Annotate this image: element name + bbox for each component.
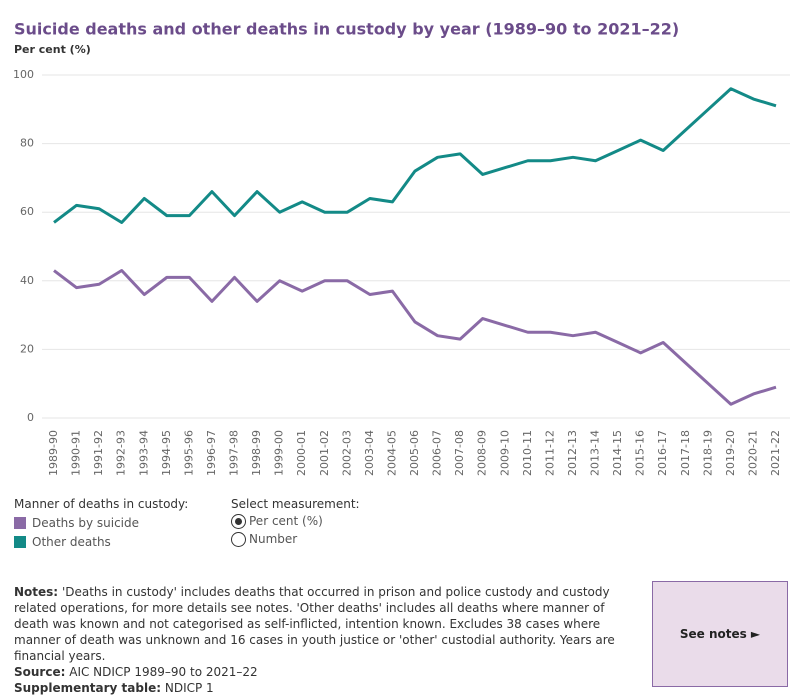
x-tick-label: 2010-11 [521, 430, 534, 476]
y-tick-label: 0 [27, 411, 34, 424]
x-tick-label: 2009-10 [498, 430, 511, 476]
x-tick-label: 2016-17 [656, 430, 669, 476]
x-tick-label: 2008-09 [476, 430, 489, 476]
x-tick-label: 1999-00 [273, 430, 286, 476]
radio-button[interactable] [231, 532, 246, 547]
x-tick-label: 1997-98 [228, 430, 241, 476]
x-tick-label: 2019-20 [724, 430, 737, 476]
x-tick-label: 2011-12 [543, 430, 556, 476]
notes: Notes: 'Deaths in custody' includes deat… [14, 584, 634, 696]
x-tick-label: 2003-04 [363, 430, 376, 476]
notes-label: Notes: [14, 585, 59, 599]
source-label: Source: [14, 665, 66, 679]
radio-button[interactable] [231, 514, 246, 529]
x-tick-label: 1996-97 [205, 430, 218, 476]
series-line [53, 87, 777, 224]
x-tick-label: 2000-01 [295, 430, 308, 476]
table-label: Supplementary table: [14, 681, 162, 695]
x-tick-label: 2017-18 [679, 430, 692, 476]
x-tick-label: 1991-92 [92, 430, 105, 476]
chart-subtitle: Per cent (%) [14, 43, 91, 56]
x-tick-label: 1989-90 [47, 430, 60, 476]
table-text: NDICP 1 [164, 681, 214, 695]
legend: Manner of deaths in custody: Deaths by s… [14, 497, 188, 549]
x-tick-label: 2018-19 [701, 430, 714, 476]
x-tick-label: 1992-93 [115, 430, 128, 476]
x-tick-label: 1998-99 [250, 430, 263, 476]
legend-label: Other deaths [32, 535, 111, 549]
x-tick-label: 2020-21 [746, 430, 759, 476]
radio-option[interactable]: Per cent (%) [231, 514, 360, 529]
chart: Suicide deaths and other deaths in custo… [13, 20, 790, 476]
measurement-control: Select measurement: Per cent (%) Number [231, 497, 360, 547]
x-tick-label: 2012-13 [566, 430, 579, 476]
x-tick-label: 2005-06 [408, 430, 421, 476]
x-tick-label: 1990-91 [70, 430, 83, 476]
x-tick-label: 2013-14 [589, 430, 602, 476]
x-tick-label: 2014-15 [611, 430, 624, 476]
legend-item: Deaths by suicide [14, 516, 188, 530]
radio-label: Number [249, 532, 298, 546]
y-tick-label: 40 [20, 274, 34, 287]
source-text: AIC NDICP 1989–90 to 2021–22 [69, 665, 258, 679]
x-tick-label: 1994-95 [160, 430, 173, 476]
y-tick-label: 20 [20, 342, 34, 355]
radio-option[interactable]: Number [231, 532, 360, 547]
legend-item: Other deaths [14, 535, 188, 549]
y-tick-label: 60 [20, 205, 34, 218]
series-line [53, 269, 777, 406]
notes-text: 'Deaths in custody' includes deaths that… [14, 585, 615, 663]
legend-swatch [14, 536, 26, 548]
legend-label: Deaths by suicide [32, 516, 140, 530]
x-tick-label: 1995-96 [182, 430, 195, 476]
x-tick-label: 1993-94 [137, 430, 150, 476]
y-tick-label: 100 [13, 68, 34, 81]
x-tick-label: 2001-02 [318, 430, 331, 476]
x-tick-label: 2015-16 [634, 430, 647, 476]
y-tick-label: 80 [20, 137, 34, 150]
legend-swatch [14, 517, 26, 529]
x-tick-label: 2021-22 [769, 430, 782, 476]
chart-title: Suicide deaths and other deaths in custo… [14, 20, 679, 39]
x-tick-label: 2006-07 [431, 430, 444, 476]
see-notes-button[interactable]: See notes ► [652, 581, 788, 687]
x-tick-label: 2004-05 [385, 430, 398, 476]
legend-title: Manner of deaths in custody: [14, 497, 189, 511]
x-tick-label: 2002-03 [340, 430, 353, 476]
control-label: Select measurement: [231, 497, 360, 511]
radio-label: Per cent (%) [249, 514, 323, 528]
x-tick-label: 2007-08 [453, 430, 466, 476]
